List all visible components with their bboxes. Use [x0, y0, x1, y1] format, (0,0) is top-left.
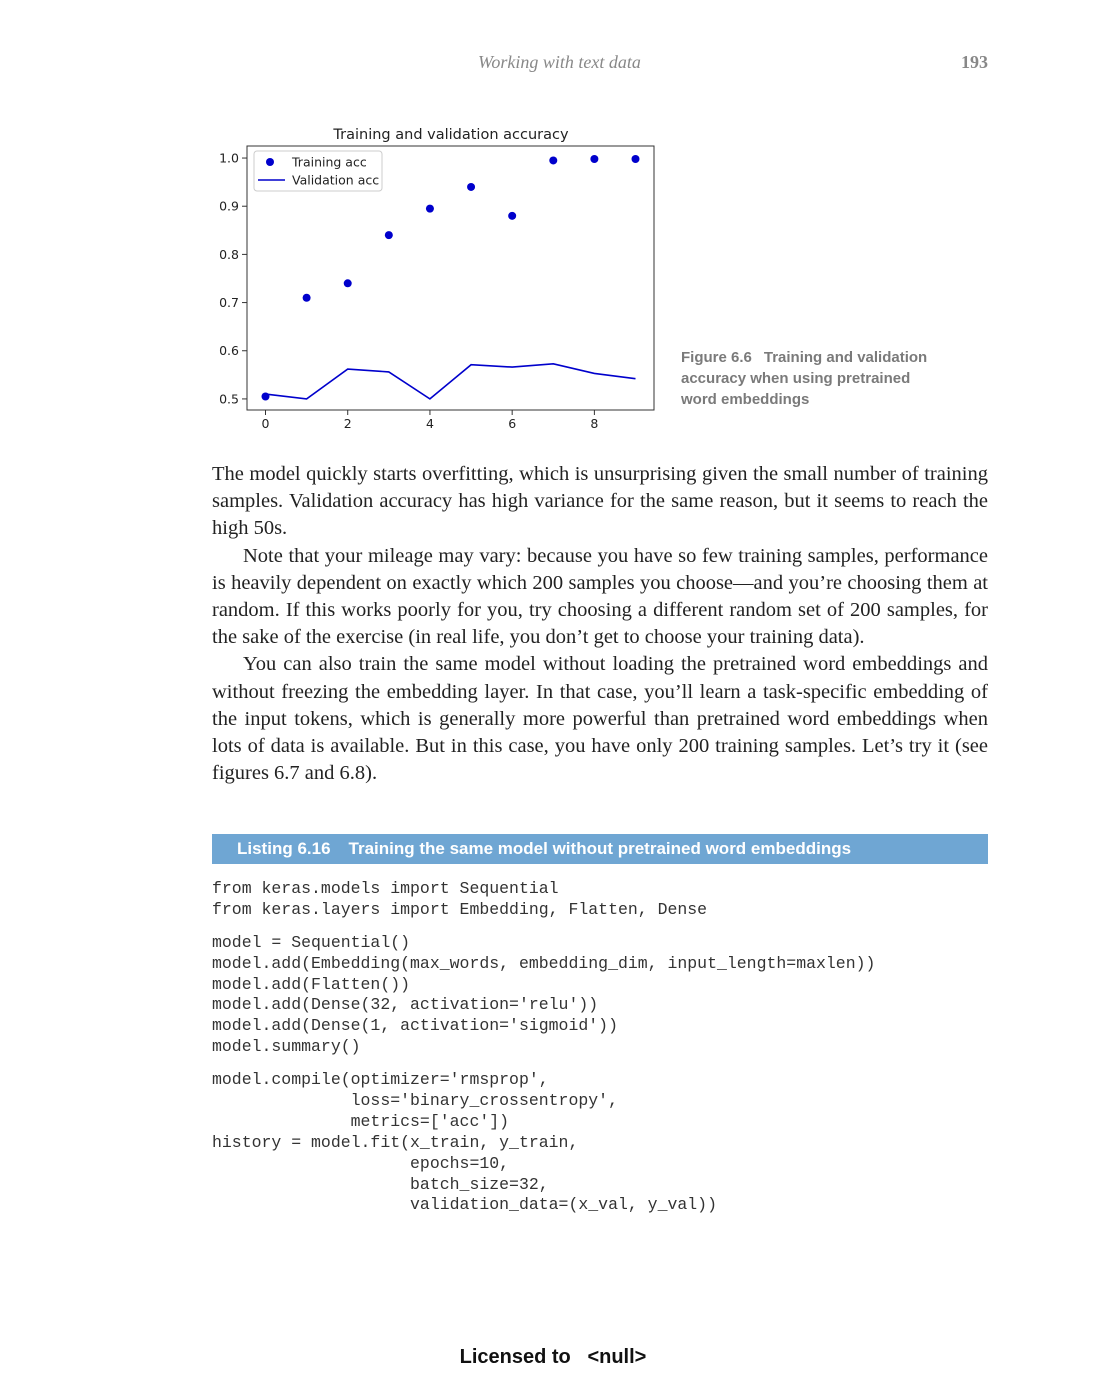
training-acc-point — [425, 204, 434, 213]
footer: Licensed to <null> — [0, 1346, 1106, 1369]
series-layer — [261, 155, 640, 401]
code-line: history = model.fit(x_train, y_train, — [212, 1132, 579, 1152]
code-line: loss='binary_crossentropy', — [212, 1091, 618, 1111]
license-notice: Licensed to <null> — [459, 1346, 647, 1368]
training-acc-point — [549, 156, 558, 165]
page-number: 193 — [961, 52, 988, 72]
paragraph-1: The model quickly starts overfitting, wh… — [212, 463, 988, 540]
validation-acc-line — [265, 362, 636, 400]
code-line: model.add(Dense(32, activation='relu')) — [212, 995, 599, 1015]
listing-title: Training the same model without pretrain… — [348, 839, 852, 858]
code-line: validation_data=(x_val, y_val)) — [212, 1195, 717, 1215]
chart-title: Training and validation accuracy — [332, 127, 569, 143]
legend-label-training: Training acc — [291, 155, 367, 170]
legend-label-validation: Validation acc — [292, 173, 379, 188]
code-line: model.add(Dense(1, activation='sigmoid')… — [212, 1016, 618, 1036]
code-line: model.add(Flatten()) — [212, 974, 411, 994]
accuracy-chart: Training and validation accuracy 0.50.60… — [219, 127, 655, 431]
x-tick-label: 6 — [508, 416, 516, 431]
legend-box — [253, 150, 383, 192]
code-line: model.add(Embedding(max_words, embedding… — [212, 953, 876, 973]
code-line: from keras.layers import Embedding, Flat… — [212, 899, 708, 919]
figure-caption-text: Training and validation accuracy when us… — [681, 349, 928, 408]
code-listing: from keras.models import Sequential from… — [212, 879, 875, 1216]
x-axis: 0 2 4 6 8 — [262, 410, 598, 431]
figure-caption: Figure 6.6 Training and validation accura… — [681, 347, 941, 410]
training-acc-point — [508, 211, 517, 220]
code-line: metrics=['acc']) — [212, 1111, 510, 1131]
code-line: batch_size=32, — [212, 1174, 549, 1194]
paragraph-3: You can also train the same model withou… — [212, 653, 988, 785]
training-acc-point — [631, 155, 640, 164]
code-line: model.compile(optimizer='rmsprop', — [212, 1070, 549, 1090]
y-tick-label: 0.5 — [219, 391, 239, 406]
paragraph-2: Note that your mileage may vary: because… — [212, 544, 988, 649]
training-acc-point — [467, 182, 476, 191]
x-tick-label: 8 — [590, 416, 598, 431]
legend-marker-training — [266, 158, 274, 166]
listing-number: Listing 6.16 — [237, 839, 331, 858]
y-tick-label: 0.7 — [219, 295, 239, 310]
y-tick-label: 0.6 — [219, 343, 239, 358]
x-tick-label: 2 — [344, 416, 352, 431]
code-line: from keras.models import Sequential — [212, 879, 559, 898]
chart-legend: Training acc Validation acc — [253, 150, 383, 192]
y-tick-label: 0.9 — [219, 199, 239, 214]
y-tick-label: 0.8 — [219, 247, 239, 262]
training-acc-point — [590, 155, 599, 164]
body-text: The model quickly starts overfitting, wh… — [212, 461, 988, 787]
x-tick-label: 4 — [426, 416, 434, 431]
code-line: model.summary() — [212, 1037, 361, 1057]
x-tick-label: 0 — [262, 416, 270, 431]
training-acc-point — [261, 392, 270, 401]
y-axis: 0.5 0.6 0.7 0.8 0.9 1.0 — [219, 151, 247, 406]
listing-header: Listing 6.16 Training the same model with… — [212, 834, 988, 864]
code-line: model = Sequential() — [212, 932, 411, 952]
code-line: epochs=10, — [212, 1153, 510, 1173]
figure-label: Figure 6.6 — [681, 349, 752, 366]
training-acc-point — [343, 279, 352, 288]
y-tick-label: 1.0 — [219, 151, 239, 166]
training-acc-point — [302, 293, 311, 302]
plot-area — [246, 145, 655, 411]
running-head: Working with text data 193 — [0, 52, 1106, 78]
training-acc-point — [384, 231, 393, 240]
running-title: Working with text data — [478, 52, 641, 72]
